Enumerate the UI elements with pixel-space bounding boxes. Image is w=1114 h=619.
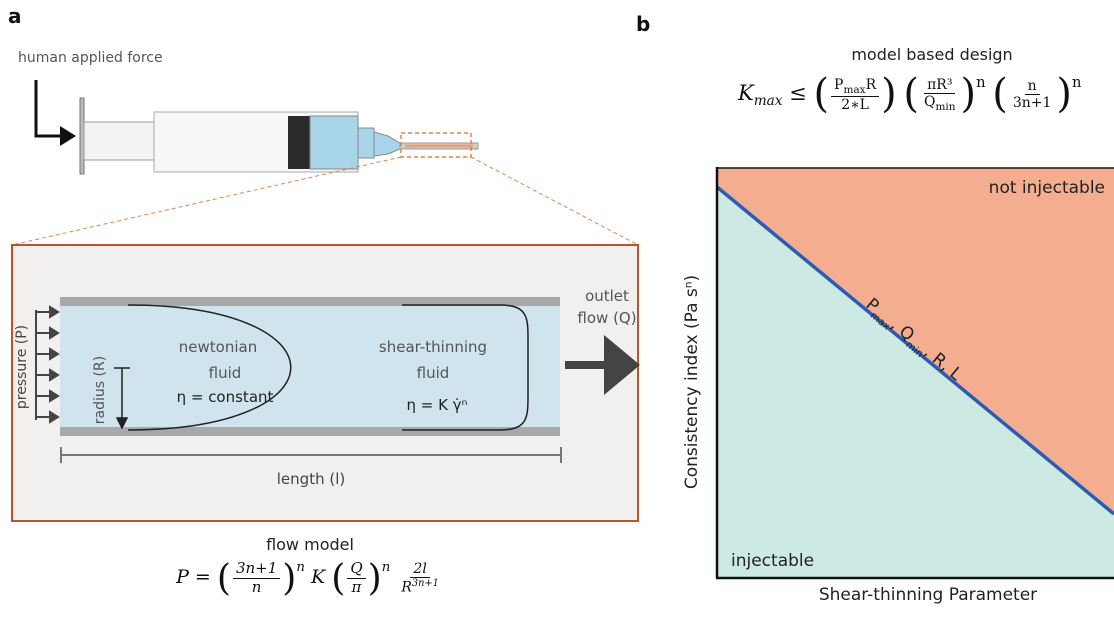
eq-frac3-den-pow: 3n+1 [411,577,439,589]
eq-b-frac3-den: 3n+1 [1012,95,1052,112]
shear-thinning-fluid-label: fluid [417,364,450,382]
force-arrow [34,80,76,146]
shear-thinning-label: shear-thinning [379,338,487,356]
boundary-line [715,185,1114,516]
model-design-equation: Kmax ≤ (PmaxR 2∗L) (πR³ Qmin)n (n 3n+1)n [738,70,1082,117]
eq-frac3-den: R [401,579,412,596]
x-axis-label: Shear-thinning Parameter [819,585,1037,605]
eq-b-frac1-num: PmaxR [831,77,880,97]
region-bottom-label: injectable [731,551,814,571]
force-label: human applied force [18,50,163,66]
eq-b-pow1: n [976,74,986,91]
eq-b-frac3-num: n [1024,78,1040,96]
y-axis-label: Consistency index (Pa sⁿ) [682,275,702,489]
eq-k: K [311,566,326,589]
model-design-title: model based design [851,45,1013,64]
channel-fluid [60,305,560,430]
eq-b-lhs: Kmax [738,81,783,110]
shear-thinning-equation: η = K γ̇ⁿ [406,396,467,414]
newtonian-profile [127,304,292,431]
pressure-arrows [35,305,60,424]
channel-wall-top [60,297,560,306]
channel-wall-bottom [60,427,560,436]
eq-frac2-num: Q [347,560,366,579]
injectable-region [717,187,1114,578]
outlet-arrow [565,335,640,395]
newtonian-equation: η = constant [177,388,274,406]
eq-b-op: ≤ [789,81,807,106]
pressure-label: pressure (P) [14,325,30,409]
radius-label: radius (R) [92,356,108,424]
eq-pow1: n [296,560,305,576]
eq-frac1-den: n [251,577,262,596]
design-space-plot: not injectable injectable Pmax, Qmin, R,… [682,167,1114,605]
shear-thinning-profile [402,304,529,431]
eq-b-pow2: n [1072,74,1082,91]
eq-frac1-num: 3n+1 [232,560,281,579]
newtonian-fluid-label: fluid [209,364,242,382]
outlet-label: outlet [585,287,629,305]
eq-pow2: n [381,560,391,576]
eq-frac2-den: π [351,577,362,596]
syringe [79,97,479,175]
zoom-line-right [470,156,639,246]
length-label: length (l) [277,470,345,488]
not-injectable-region [717,168,1114,514]
radius-arrow [114,367,130,430]
newtonian-label: newtonian [179,338,257,356]
zoom-line-left [11,156,402,246]
eq-b-frac2-den: Qmin [923,93,956,113]
outlet-flow-label: flow (Q) [577,309,636,327]
flow-model-title: flow model [266,535,354,554]
syringe-diagram: pressure (P) radius (R) newtonian fluid … [11,80,640,522]
panel-b-label: b [636,12,651,36]
panel-a-label: a [8,4,22,28]
eq-lhs: P = [176,566,211,589]
region-top-label: not injectable [989,178,1105,198]
eq-b-frac1-den: 2∗L [841,96,869,113]
eq-frac3-num: 2l [410,561,430,578]
eq-b-frac2-num: πR³ [924,77,956,94]
length-bar [60,447,562,463]
